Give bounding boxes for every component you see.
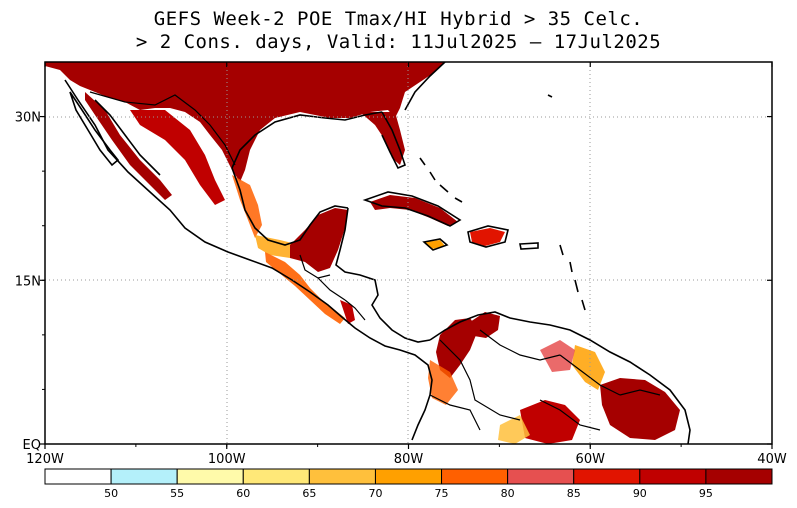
- heat-region-sierra: [130, 110, 225, 205]
- colorbar-label: 80: [501, 487, 515, 500]
- colorbar-label: 70: [368, 487, 382, 500]
- colorbar-swatch: [176, 468, 244, 485]
- colorbar-label: 95: [699, 487, 713, 500]
- x-tick-label: 120W: [26, 452, 64, 467]
- x-tick-label: 80W: [394, 452, 424, 467]
- heat-fringe-mexico: [232, 175, 262, 238]
- y-tick-label: EQ: [23, 438, 41, 453]
- colorbar-swatch: [507, 468, 575, 485]
- colorbar-label: 50: [104, 487, 118, 500]
- coastlines: [64, 62, 691, 444]
- colorbar-swatch: [441, 468, 509, 485]
- colorbar-label: 75: [435, 487, 449, 500]
- heat-region-amazon-fringe: [498, 415, 530, 444]
- colorbar-swatch: [374, 468, 443, 485]
- heat-region-amazon: [520, 400, 580, 444]
- x-tick-label: 100W: [208, 452, 246, 467]
- colorbar-label: 85: [567, 487, 581, 500]
- chart-title-line1: GEFS Week-2 POE Tmax/HI Hybrid > 35 Celc…: [153, 8, 644, 30]
- heat-region-baja: [85, 92, 172, 200]
- heat-region-florida: [360, 112, 405, 165]
- colorbar: 50 55 60 65 70 75 80 85 90 95: [44, 468, 773, 500]
- heat-region-hispaniola: [470, 228, 505, 246]
- x-tick-label: 60W: [576, 452, 606, 467]
- political-borders: [89, 91, 661, 431]
- colorbar-swatch: [308, 468, 376, 485]
- colorbar-swatch: [110, 468, 178, 485]
- y-tick-label: 30N: [15, 111, 41, 126]
- colorbar-label: 90: [633, 487, 647, 500]
- heat-region-venezuela-coast: [470, 312, 500, 338]
- chart-title-line2: > 2 Cons. days, Valid: 11Jul2025 – 17Jul…: [135, 31, 662, 53]
- heat-fringe-gulf: [255, 235, 300, 258]
- colorbar-swatch: [639, 468, 707, 485]
- colorbar-swatch: [705, 468, 773, 485]
- heat-region-north: [45, 62, 445, 182]
- colorbar-swatch: [44, 468, 112, 485]
- y-tick-label: 15N: [15, 274, 41, 289]
- axis-ticks: 120W 100W 80W 60W 40W 30N 15N EQ: [15, 62, 787, 467]
- colorbar-label: 65: [302, 487, 316, 500]
- heat-region-yucatan: [290, 208, 348, 272]
- colorbar-label: 55: [170, 487, 184, 500]
- heat-region-colombia-fringe: [428, 360, 458, 405]
- colorbar-swatch: [242, 468, 310, 485]
- heat-region-guianas-fringe: [572, 345, 605, 390]
- colorbar-label: 60: [236, 487, 250, 500]
- heat-region-costa-rica: [340, 300, 355, 324]
- colorbar-swatch: [573, 468, 641, 485]
- map-area: [45, 62, 680, 444]
- x-tick-label: 40W: [757, 452, 787, 467]
- heat-region-guianas: [600, 378, 680, 440]
- heat-region-colombia: [436, 318, 478, 378]
